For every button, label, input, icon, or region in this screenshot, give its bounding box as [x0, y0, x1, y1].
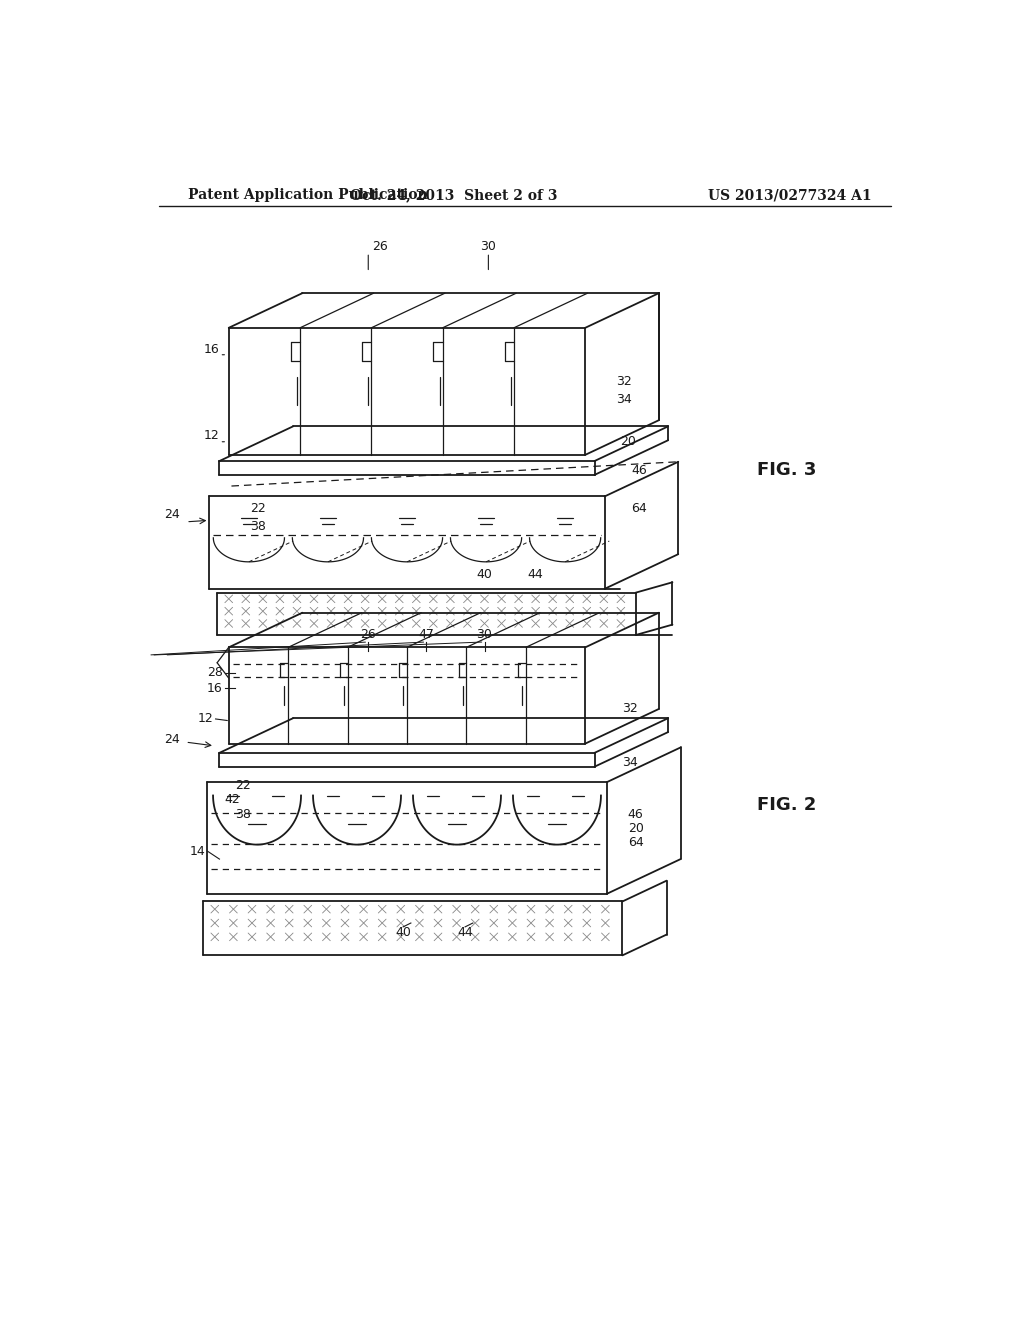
Text: Patent Application Publication: Patent Application Publication — [188, 189, 428, 202]
Text: 24: 24 — [164, 733, 180, 746]
Text: 14: 14 — [189, 845, 206, 858]
Text: 42: 42 — [224, 793, 241, 807]
Text: 26: 26 — [372, 240, 388, 253]
Text: 64: 64 — [632, 502, 647, 515]
Text: 24: 24 — [164, 508, 180, 520]
Text: 44: 44 — [527, 568, 543, 581]
Text: 16: 16 — [204, 343, 219, 356]
Text: 30: 30 — [480, 240, 497, 253]
Text: 16: 16 — [207, 681, 222, 694]
Text: Oct. 24, 2013  Sheet 2 of 3: Oct. 24, 2013 Sheet 2 of 3 — [350, 189, 557, 202]
Text: 40: 40 — [476, 568, 493, 581]
Text: 64: 64 — [628, 836, 643, 849]
Text: 22: 22 — [250, 502, 266, 515]
Text: 38: 38 — [250, 520, 266, 533]
Text: 30: 30 — [476, 628, 493, 640]
Text: 20: 20 — [628, 822, 643, 834]
Text: 34: 34 — [623, 755, 638, 768]
Text: 28: 28 — [207, 667, 223, 680]
Text: US 2013/0277324 A1: US 2013/0277324 A1 — [709, 189, 872, 202]
Text: 47: 47 — [419, 628, 434, 640]
Text: 22: 22 — [234, 779, 251, 792]
Text: 26: 26 — [360, 628, 376, 640]
Text: 44: 44 — [458, 925, 473, 939]
Text: FIG. 2: FIG. 2 — [757, 796, 816, 814]
Text: 12: 12 — [204, 429, 219, 442]
Text: 40: 40 — [395, 925, 411, 939]
Text: 32: 32 — [616, 375, 632, 388]
Text: 32: 32 — [623, 702, 638, 715]
Text: FIG. 3: FIG. 3 — [757, 461, 816, 479]
Text: 46: 46 — [628, 808, 643, 821]
Text: 38: 38 — [234, 808, 251, 821]
Text: 34: 34 — [616, 393, 632, 407]
Text: 20: 20 — [620, 436, 636, 449]
Text: 12: 12 — [198, 713, 213, 726]
Text: 46: 46 — [632, 463, 647, 477]
